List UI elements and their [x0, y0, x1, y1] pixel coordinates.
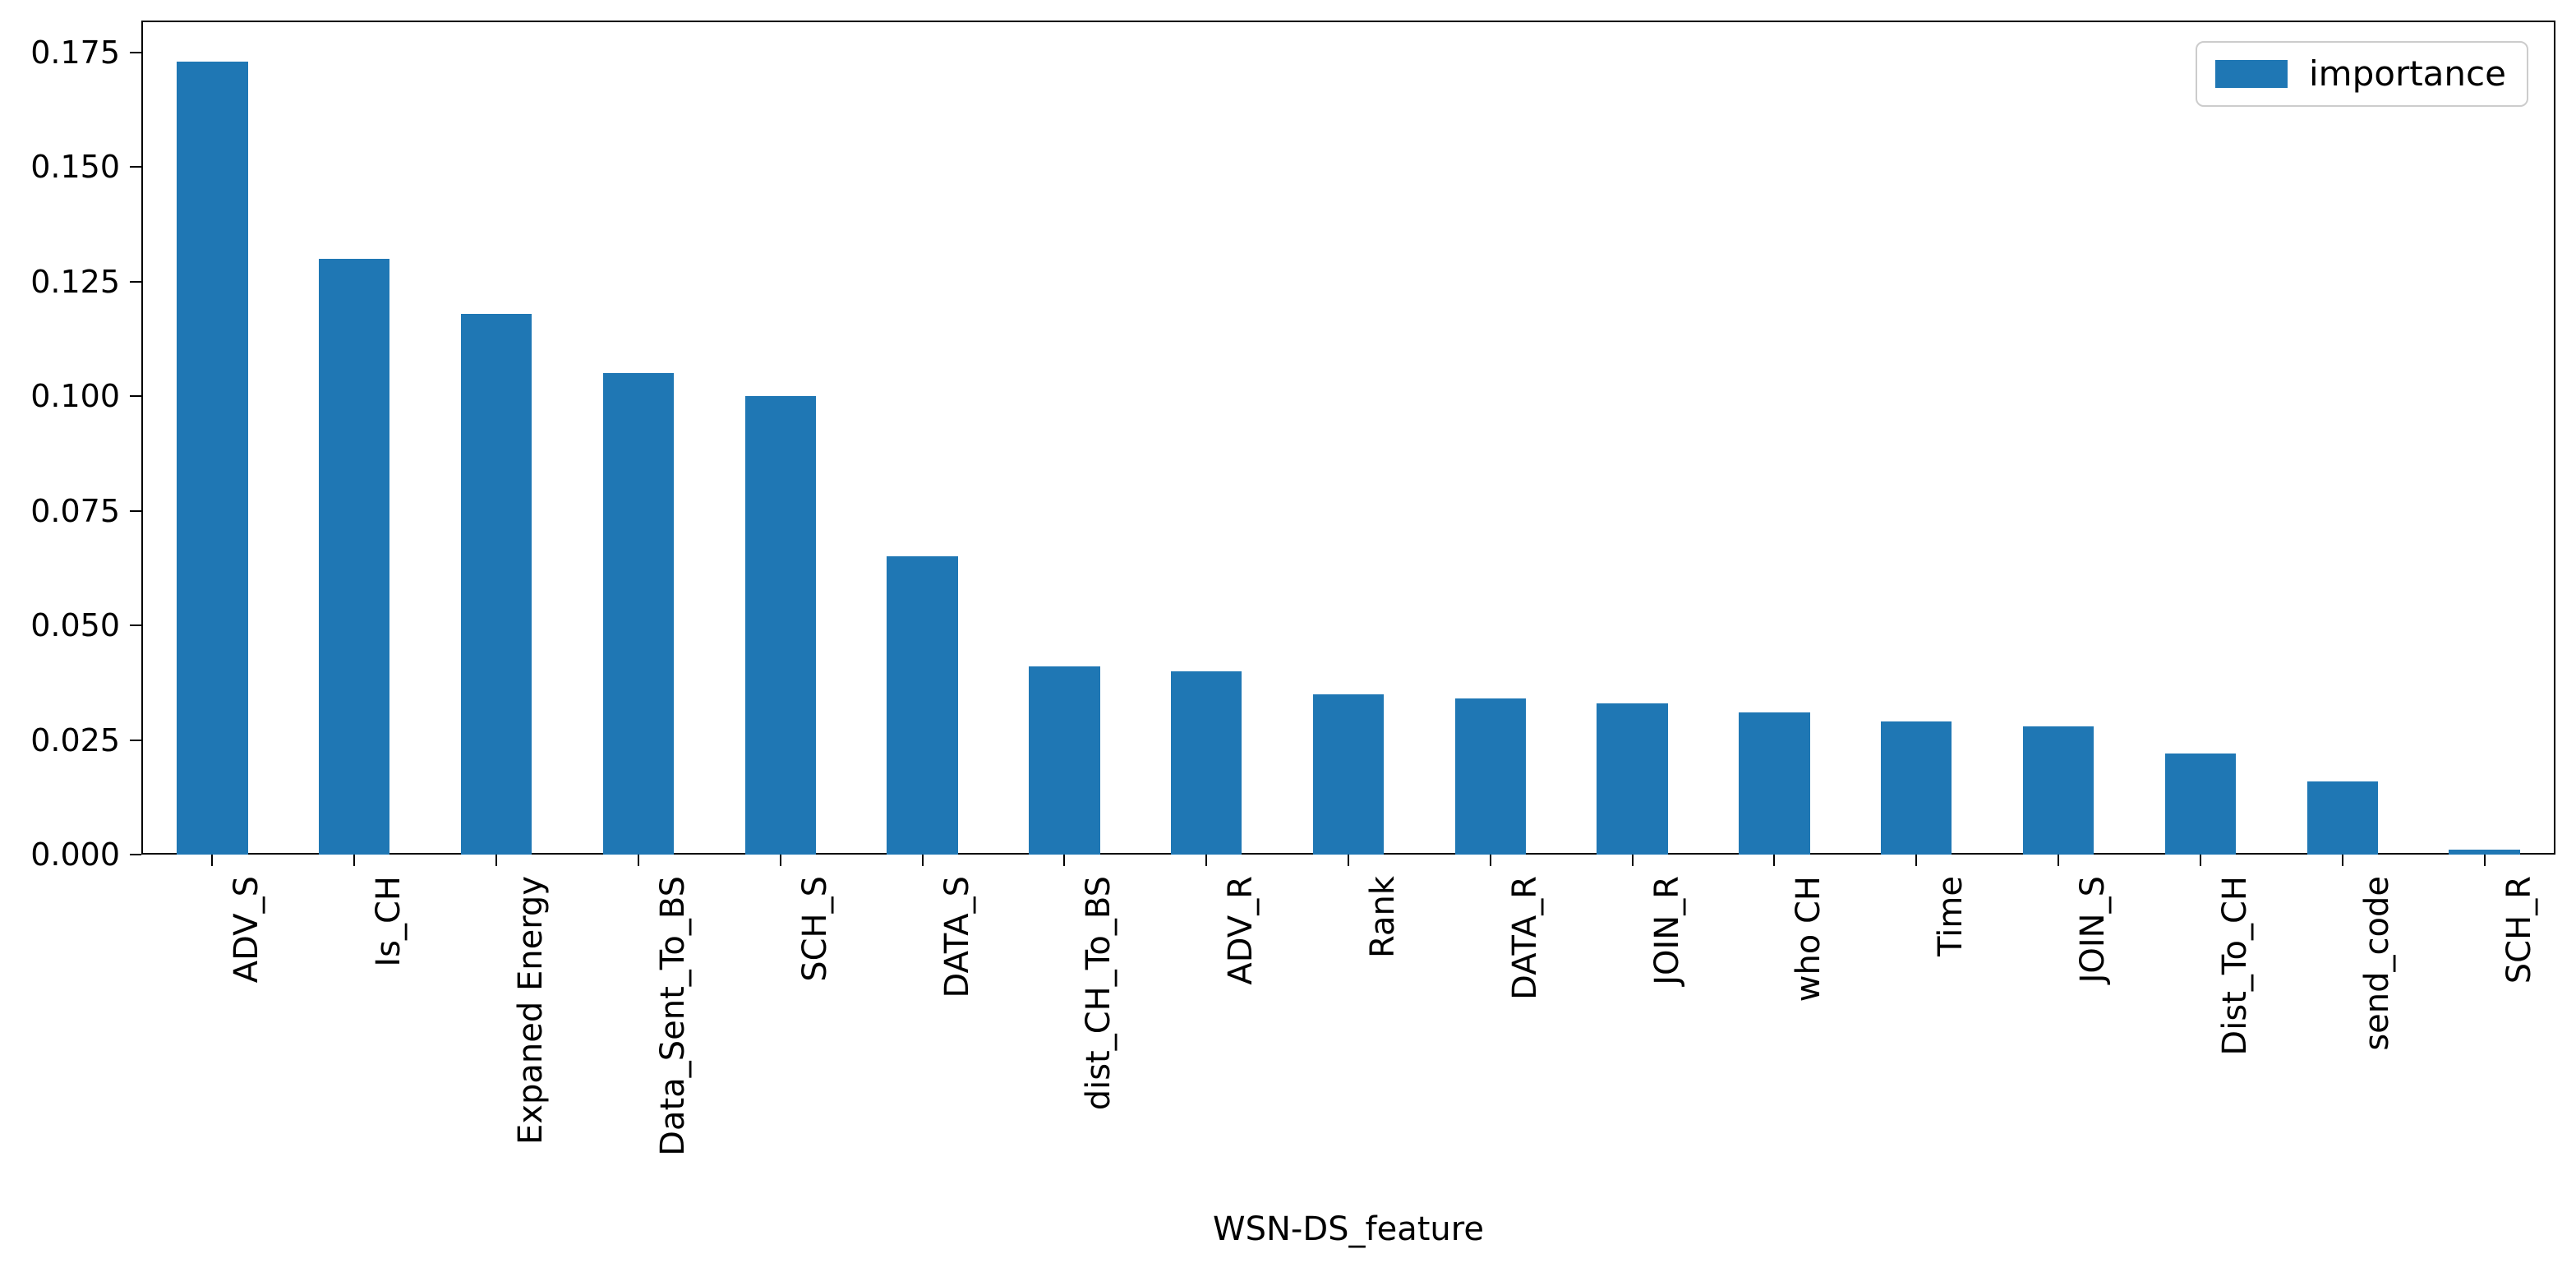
bar-who CH: [1739, 712, 1810, 855]
y-tick-mark: [130, 166, 141, 168]
x-tick-label-Time: Time: [1932, 876, 1970, 956]
bar-ADV_R: [1170, 671, 1242, 855]
x-tick-mark: [2483, 855, 2486, 866]
x-tick-label-JOIN_R: JOIN_R: [1647, 876, 1686, 985]
x-tick-label-who CH: who CH: [1790, 876, 1828, 1002]
x-tick-label-Is_CH: Is_CH: [370, 876, 408, 967]
x-tick-mark: [1348, 855, 1349, 866]
x-tick-mark: [1063, 855, 1066, 866]
x-tick-label-ADV_R: ADV_R: [1222, 876, 1260, 985]
bar-Dist_To_CH: [2164, 754, 2237, 855]
x-tick-label-ADV_S: ADV_S: [228, 876, 266, 984]
bar-DATA_R: [1454, 698, 1527, 855]
x-tick-mark: [779, 855, 781, 866]
x-tick-mark: [353, 855, 356, 866]
x-tick-mark: [921, 855, 924, 866]
bar-Expaned Energy: [460, 314, 532, 855]
x-tick-mark: [2341, 855, 2343, 866]
x-tick-label-SCH_S: SCH_S: [795, 876, 834, 982]
y-tick-label: 0.125: [30, 263, 120, 300]
x-tick-mark: [2199, 855, 2201, 866]
legend-label-importance: importance: [2309, 53, 2506, 94]
x-tick-mark: [1631, 855, 1634, 866]
bar-Data_Sent_To_BS: [602, 373, 675, 855]
y-tick-mark: [130, 854, 141, 855]
x-tick-label-Expaned Energy: Expaned Energy: [512, 876, 551, 1145]
bar-ADV_S: [177, 62, 248, 855]
y-tick-label: 0.025: [30, 721, 120, 758]
y-tick-label: 0.100: [30, 378, 120, 415]
bar-send_code: [2306, 781, 2378, 855]
y-tick-label: 0.175: [30, 35, 120, 71]
y-tick-label: 0.150: [30, 149, 120, 186]
x-tick-label-send_code: send_code: [2357, 876, 2396, 1051]
x-tick-label-Rank: Rank: [1364, 876, 1402, 958]
y-tick-label: 0.050: [30, 607, 120, 644]
x-axis-title: WSN-DS_feature: [1213, 1210, 1484, 1248]
y-tick-mark: [130, 739, 141, 741]
y-tick-mark: [130, 52, 141, 54]
x-tick-label-Data_Sent_To_BS: Data_Sent_To_BS: [653, 876, 692, 1156]
x-tick-label-DATA_R: DATA_R: [1505, 876, 1544, 1000]
y-tick-label: 0.075: [30, 492, 120, 529]
x-tick-label-JOIN_S: JOIN_S: [2074, 876, 2113, 984]
x-tick-mark: [637, 855, 639, 866]
x-tick-mark: [2058, 855, 2060, 866]
y-tick-mark: [130, 395, 141, 398]
x-tick-mark: [1915, 855, 1918, 866]
bar-SCH_S: [744, 396, 816, 855]
legend-swatch-importance: [2215, 60, 2288, 88]
bar-Time: [1881, 721, 1952, 855]
x-tick-label-DATA_S: DATA_S: [938, 876, 976, 998]
y-tick-label: 0.000: [30, 836, 120, 873]
legend: importance: [2196, 41, 2528, 107]
x-tick-label-SCH_R: SCH_R: [2500, 876, 2538, 984]
x-tick-mark: [1489, 855, 1491, 866]
bar-SCH_R: [2449, 850, 2520, 855]
x-tick-label-Dist_To_CH: Dist_To_CH: [2215, 876, 2254, 1056]
bar-JOIN_S: [2022, 726, 2094, 855]
bar-dist_CH_To_BS: [1029, 666, 1100, 855]
x-tick-label-dist_CH_To_BS: dist_CH_To_BS: [1080, 876, 1118, 1111]
x-tick-mark: [1773, 855, 1776, 866]
bar-JOIN_R: [1597, 703, 1668, 855]
bar-Rank: [1312, 694, 1385, 855]
x-tick-mark: [495, 855, 498, 866]
x-tick-mark: [1205, 855, 1208, 866]
y-tick-mark: [130, 509, 141, 512]
bar-Is_CH: [319, 259, 390, 855]
x-tick-mark: [211, 855, 214, 866]
y-tick-mark: [130, 624, 141, 627]
bar-DATA_S: [887, 556, 958, 855]
y-tick-mark: [130, 280, 141, 283]
